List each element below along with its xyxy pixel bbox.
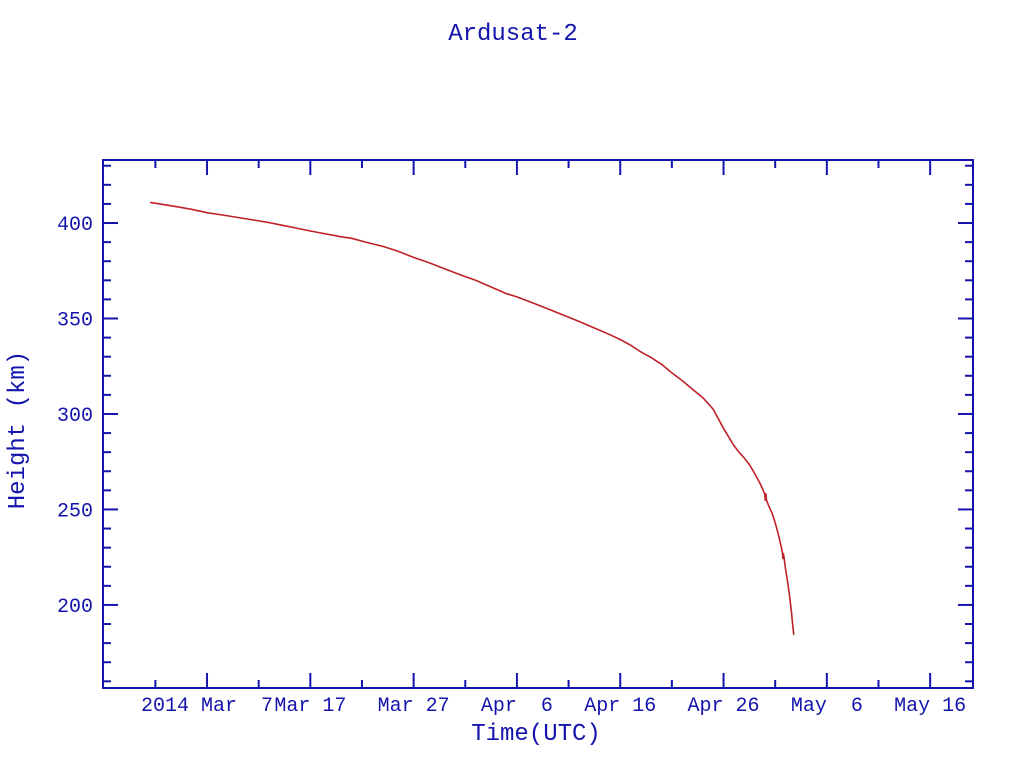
x-tick-label: Mar 17: [274, 695, 346, 718]
x-tick-label: Mar 27: [378, 695, 450, 718]
plot-frame: [102, 159, 974, 689]
y-tick-label: 250: [57, 500, 93, 523]
y-tick-label: 350: [57, 309, 93, 332]
x-axis-label: Time(UTC): [471, 721, 601, 748]
x-tick-label: Apr 16: [584, 695, 656, 718]
x-tick-label: Apr 6: [481, 695, 553, 718]
height-curve: [150, 201, 795, 635]
y-tick-label: 300: [57, 405, 93, 428]
x-tick-label: 2014 Mar 7: [141, 695, 273, 718]
x-tick-label: Apr 26: [688, 695, 760, 718]
y-tick-label: 400: [57, 214, 93, 237]
y-axis-label: Height (km): [5, 351, 32, 509]
x-tick-label: May 6: [791, 695, 863, 718]
x-tick-label: May 16: [894, 695, 966, 718]
y-tick-label: 200: [57, 596, 93, 619]
chart-title: Ardusat-2: [448, 21, 578, 48]
